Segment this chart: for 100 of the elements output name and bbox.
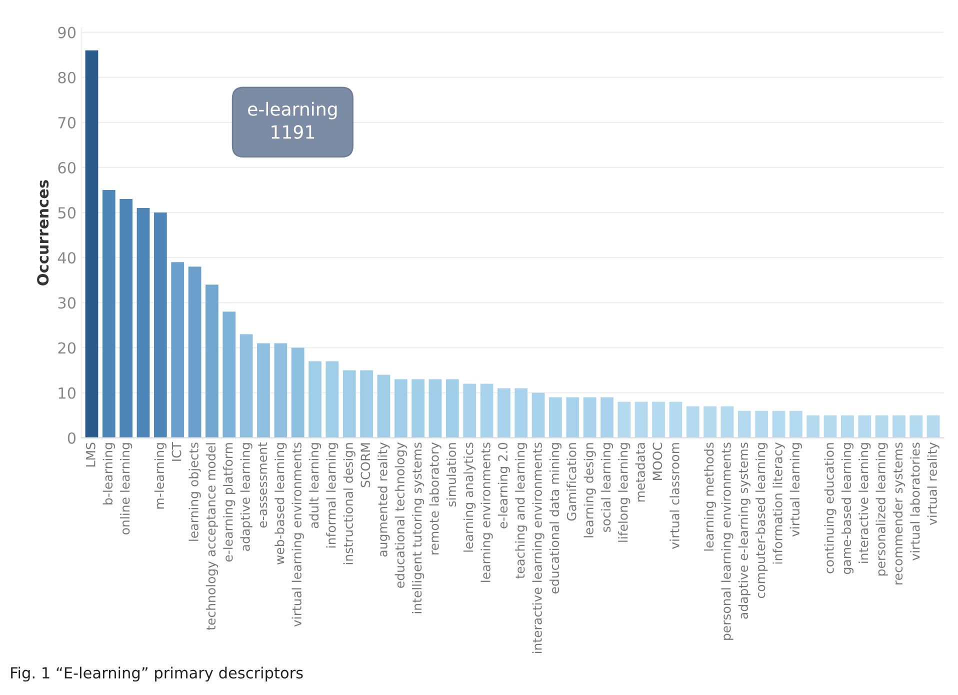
x-tick-label: adaptive e-learning systems [738,442,750,619]
bar [154,212,167,438]
y-tick-label: 10 [58,387,76,399]
bar [720,406,734,438]
bar [394,379,408,438]
bar [412,379,425,438]
y-tick-label: 40 [58,252,76,264]
y-axis-title: Occurrences [37,180,49,286]
x-tick-label: social learning [600,443,614,532]
x-tick-label: learning analytics [464,442,476,552]
bar [772,410,786,438]
y-tick-label: 0 [68,432,76,444]
x-tick-label: online learning [120,443,132,534]
bar [634,402,648,438]
y-tick-label: 20 [58,342,76,354]
bar [463,384,476,438]
x-tick-label: e-learning 2.0 [498,442,510,528]
bar [498,388,510,438]
bar [308,361,322,438]
x-tick-label: interactive learning environments [532,442,544,654]
bar [85,50,98,438]
bar [566,397,580,438]
bar [806,415,820,438]
x-tick-label: instructional design [343,443,356,564]
bar [120,199,133,438]
x-tick-label: lifelong learning [618,443,630,542]
bar [600,397,614,438]
bar [514,388,528,438]
x-tick-label: adult learning [308,443,322,528]
x-tick-label: teaching and learning [515,443,528,579]
x-tick-label: learning environments [480,442,493,582]
y-tick-label: 60 [58,162,76,174]
bar [360,370,373,438]
bar [428,379,442,438]
bar [274,343,288,438]
bar [618,402,631,438]
bar [583,397,596,438]
y-tick-label: 50 [58,207,76,219]
x-tick-label: remote laboratory [429,442,442,554]
x-tick-label: augmented reality [378,442,390,557]
x-tick-label: learning objects [188,442,201,541]
bar [926,415,940,438]
x-tick-label: personalized learning [876,443,888,576]
x-tick-label: e-learning platform [223,443,236,562]
x-tick-label: m-learning [154,443,166,509]
bar [738,410,751,438]
y-tick-label: 90 [58,26,76,38]
x-tick-label: virtual classroom [670,443,680,549]
bar [824,415,837,438]
x-tick-label: LMS [86,442,96,466]
bar [704,406,716,438]
x-tick-label: web-based learning [274,443,287,565]
x-tick-label: educational data mining [549,443,562,594]
x-tick-label: information literacy [772,442,785,564]
bar [669,402,682,438]
bar [755,410,768,438]
x-tick-label: SCORM [360,443,370,488]
x-tick-label: e-assessment [258,442,268,528]
bar [480,384,494,438]
x-tick-label: simulation [446,443,456,506]
bar [841,415,854,438]
x-tick-label: adaptive learning [240,443,252,551]
y-tick-label: 70 [58,116,76,128]
x-tick-label: virtual learning [790,443,802,537]
x-tick-label: personal learning environments [721,442,734,640]
bar [532,392,545,438]
x-tick-label: recommender systems [892,442,906,584]
x-tick-label: technology acceptance model [206,443,218,630]
bar [102,190,116,438]
x-tick-label: Gamification [566,443,576,521]
bar [549,397,562,438]
x-tick-label: virtual learning environments [292,442,304,627]
x-tick-label: computer-based learning [756,443,768,598]
x-tick-label: intelligent tutoring systems [412,442,424,614]
text: Fig. 1 “E-learning” primary descriptors [11,666,303,682]
y-tick-label: 30 [58,297,76,309]
bar [240,334,253,438]
bar [171,262,184,438]
bar [188,266,202,438]
bar [206,284,218,438]
bar [686,406,700,438]
bar [342,370,356,438]
bar [892,415,906,438]
x-tick-label: informal learning [326,443,338,548]
bar [652,402,665,438]
x-tick-label: virtual laboratories [910,442,920,560]
x-tick-label: learning design [584,443,596,538]
bar [257,343,270,438]
bar [446,379,459,438]
bar [858,415,872,438]
x-tick-label: learning methods [704,442,716,551]
x-tick-label: MOOC [652,442,662,480]
x-tick-label: ICT [172,442,182,461]
x-tick-label: educational technology [394,442,407,588]
y-tick-label: 80 [58,72,76,84]
x-tick-label: b-learning [102,443,115,504]
x-tick-label: continuing education [824,443,836,574]
bar [291,348,304,438]
annotation: e-learning 1191 [248,102,337,139]
bar [222,312,236,438]
